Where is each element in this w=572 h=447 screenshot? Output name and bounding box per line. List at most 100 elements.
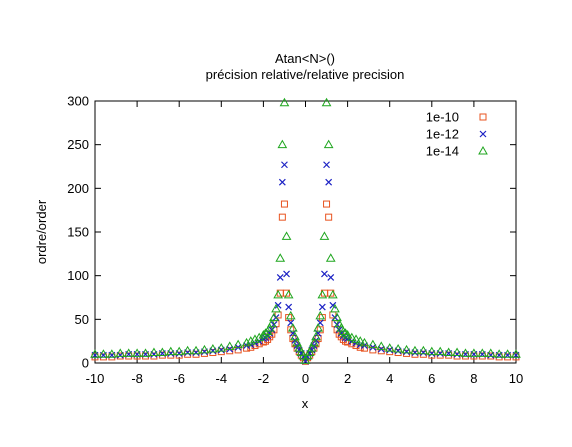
data-point: [485, 348, 496, 357]
data-point: [149, 347, 159, 357]
series-1e-10: [91, 200, 520, 365]
chart-title: Atan<N>(): [275, 51, 335, 66]
data-point: [376, 341, 387, 350]
data-point: [367, 339, 378, 349]
data-point: [132, 348, 142, 357]
data-point: [346, 332, 357, 342]
data-point: [123, 348, 134, 357]
data-point: [233, 339, 244, 349]
x-tick-label: 6: [428, 371, 435, 386]
data-point: [281, 231, 292, 240]
y-tick-label: 150: [67, 225, 89, 240]
x-tick-label: -6: [173, 371, 185, 386]
data-point: [452, 347, 462, 357]
y-tick-label: 0: [82, 356, 89, 371]
data-point: [245, 336, 256, 345]
data-point: [250, 334, 260, 343]
data-point: [359, 337, 370, 347]
legend-label: 1e-10: [426, 110, 459, 125]
data-point: [290, 331, 300, 341]
data-point: [278, 213, 286, 221]
data-point: [281, 161, 288, 169]
data-point: [377, 347, 385, 355]
data-point: [285, 303, 293, 311]
data-point: [271, 303, 281, 313]
data-point: [208, 344, 218, 353]
data-point: [401, 344, 412, 354]
data-point: [340, 328, 351, 337]
y-tick-label: 300: [67, 94, 89, 109]
data-point: [338, 326, 349, 336]
data-point: [288, 323, 298, 332]
data-point: [279, 97, 290, 107]
data-point: [300, 355, 311, 364]
data-point: [477, 348, 488, 357]
data-point: [332, 312, 342, 322]
y-tick-label: 100: [67, 268, 89, 283]
data-point: [443, 347, 454, 357]
x-tick-label: -8: [131, 371, 143, 386]
data-point: [494, 349, 505, 358]
y-axis-label: ordre/order: [34, 199, 49, 264]
data-point: [274, 301, 282, 309]
x-tick-label: 8: [470, 371, 477, 386]
data-point: [342, 330, 353, 339]
data-points: [90, 97, 521, 365]
data-point: [285, 310, 296, 320]
legend: 1e-10 1e-12 1e-14: [426, 110, 488, 159]
data-point: [355, 336, 366, 345]
data-point: [260, 328, 271, 337]
data-point: [269, 312, 279, 322]
x-tick-label: 2: [344, 371, 351, 386]
data-point: [165, 346, 176, 356]
data-point: [315, 310, 326, 320]
data-point: [393, 344, 403, 353]
chart-subtitle: précision relative/relative precision: [206, 67, 405, 82]
data-point: [304, 347, 315, 357]
data-point: [323, 200, 331, 208]
data-point: [277, 139, 288, 149]
y-tick-label: 50: [75, 312, 89, 327]
data-point: [275, 253, 286, 262]
legend-marker: [478, 145, 488, 155]
x-tick-label: -4: [216, 371, 228, 386]
data-point: [330, 303, 340, 313]
data-point: [283, 289, 294, 299]
data-point: [328, 289, 338, 299]
data-point: [323, 161, 330, 169]
data-point: [226, 347, 234, 355]
y-axis: 0 50 100 150 200 250 300: [67, 94, 516, 371]
data-point: [264, 323, 275, 332]
data-point: [313, 323, 323, 332]
data-point: [191, 345, 201, 355]
x-tick-label: 10: [509, 371, 523, 386]
data-point: [254, 332, 265, 342]
y-tick-label: 200: [67, 181, 89, 196]
data-point: [418, 345, 429, 355]
data-point: [157, 347, 168, 357]
data-point: [283, 270, 290, 278]
x-tick-label: -2: [258, 371, 270, 386]
data-point: [325, 213, 333, 221]
data-point: [460, 348, 471, 357]
data-point: [182, 345, 193, 355]
data-point: [280, 200, 288, 208]
series-1e-14: [90, 97, 521, 364]
data-point: [294, 343, 305, 352]
x-tick-label: 4: [386, 371, 393, 386]
data-point: [384, 343, 395, 352]
data-point: [273, 289, 283, 299]
x-tick-label: -10: [86, 371, 105, 386]
data-point: [327, 273, 335, 281]
data-point: [321, 270, 328, 278]
legend-label: 1e-12: [426, 127, 459, 142]
data-point: [266, 318, 277, 328]
data-point: [334, 318, 345, 328]
data-point: [106, 349, 117, 358]
data-point: [319, 231, 330, 240]
x-tick-label: 0: [302, 371, 309, 386]
data-point: [329, 301, 337, 309]
data-point: [511, 349, 521, 358]
x-axis-label: x: [302, 396, 309, 411]
